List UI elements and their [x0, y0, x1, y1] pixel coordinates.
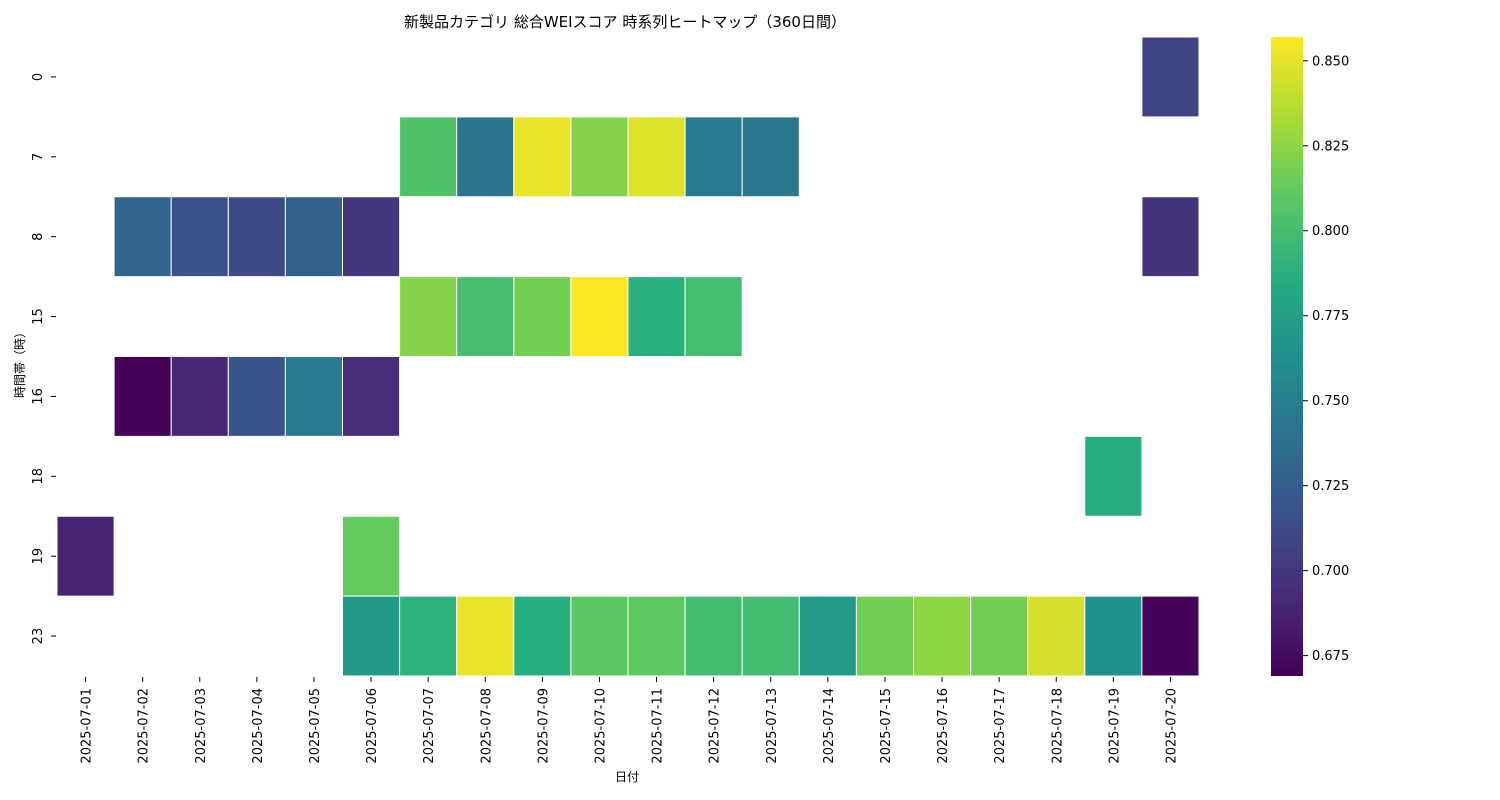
- heatmap-cell-23-2025-07-08: [456, 595, 515, 677]
- heatmap-cell-7-2025-07-10: [570, 116, 629, 198]
- x-axis-label: 日付: [615, 770, 639, 784]
- heatmap-cell-23-2025-07-12: [684, 595, 743, 677]
- x-tick-label-2025-07-13: 2025-07-13: [765, 688, 780, 764]
- heatmap-cell-23-2025-07-11: [627, 595, 686, 677]
- heatmap-cell-19-2025-07-06: [342, 515, 401, 597]
- colorbar-tick-label-0.825: 0.825: [1312, 139, 1349, 154]
- x-tick-label-2025-07-12: 2025-07-12: [708, 688, 723, 764]
- y-tick-label-0: 0: [31, 73, 46, 81]
- heatmap-cell-23-2025-07-20: [1141, 595, 1200, 677]
- y-tick-label-23: 23: [31, 628, 46, 645]
- heatmap-cell-8-2025-07-20: [1141, 196, 1200, 278]
- x-tick-label-2025-07-17: 2025-07-17: [993, 688, 1008, 764]
- heatmap-cell-23-2025-07-18: [1027, 595, 1086, 677]
- x-tick-label-2025-07-14: 2025-07-14: [822, 688, 837, 764]
- heatmap-cell-23-2025-07-15: [855, 595, 915, 677]
- x-axis-ticks: 2025-07-01 2025-07-02 2025-07-03 2025-07-04…: [80, 677, 1179, 764]
- heatmap-cell-18-2025-07-19: [1084, 435, 1143, 517]
- colorbar-tick-label-0.700: 0.700: [1312, 564, 1349, 579]
- heatmap-cell-15-2025-07-10: [570, 276, 629, 357]
- x-tick-label-2025-07-03: 2025-07-03: [194, 688, 209, 764]
- heatmap-cell-23-2025-07-09: [513, 595, 572, 677]
- colorbar-tick-label-0.675: 0.675: [1312, 649, 1349, 664]
- heatmap-cell-7-2025-07-11: [627, 116, 686, 198]
- heatmap-cell-8-2025-07-03: [170, 196, 229, 278]
- y-tick-label-15: 15: [31, 308, 46, 325]
- heatmap-cell-15-2025-07-11: [627, 276, 686, 357]
- x-tick-label-2025-07-10: 2025-07-10: [593, 688, 608, 764]
- x-tick-label-2025-07-11: 2025-07-11: [651, 688, 666, 764]
- x-tick-label-2025-07-05: 2025-07-05: [308, 688, 323, 764]
- y-tick-label-18: 18: [31, 468, 46, 485]
- x-tick-label-2025-07-09: 2025-07-09: [536, 688, 551, 764]
- x-tick-label-2025-07-18: 2025-07-18: [1050, 688, 1065, 764]
- heatmap-cell-7-2025-07-08: [456, 116, 515, 198]
- y-axis-label: 時間帯（時）: [13, 326, 27, 398]
- heatmap-cell-23-2025-07-17: [970, 595, 1029, 677]
- x-tick-label-2025-07-06: 2025-07-06: [365, 688, 380, 764]
- heatmap-cell-23-2025-07-19: [1084, 595, 1143, 677]
- y-tick-label-7: 7: [31, 153, 46, 161]
- x-tick-label-2025-07-04: 2025-07-04: [251, 688, 266, 764]
- heatmap-cell-23-2025-07-06: [342, 595, 401, 677]
- colorbar-tick-label-0.775: 0.775: [1312, 309, 1349, 324]
- y-tick-label-16: 16: [31, 388, 46, 405]
- heatmap-cell-16-2025-07-05: [284, 356, 343, 437]
- heatmap-cell-7-2025-07-12: [684, 116, 743, 198]
- heatmap-cell-23-2025-07-07: [399, 595, 458, 677]
- heatmap-cell-15-2025-07-08: [456, 276, 515, 357]
- x-tick-label-2025-07-07: 2025-07-07: [422, 688, 437, 764]
- y-tick-label-19: 19: [31, 548, 46, 565]
- x-tick-label-2025-07-19: 2025-07-19: [1107, 688, 1122, 764]
- heatmap-cell-16-2025-07-04: [227, 356, 286, 437]
- heatmap-cell-19-2025-07-01: [56, 515, 115, 597]
- heatmap-cell-8-2025-07-04: [227, 196, 286, 278]
- x-tick-label-2025-07-01: 2025-07-01: [80, 688, 95, 764]
- heatmap-cell-23-2025-07-16: [913, 595, 972, 677]
- colorbar-tick-label-0.750: 0.750: [1312, 394, 1349, 409]
- heatmap-cell-23-2025-07-13: [741, 595, 800, 677]
- colorbar-tick-label-0.800: 0.800: [1312, 224, 1349, 239]
- y-tick-label-8: 8: [31, 233, 46, 241]
- x-tick-label-2025-07-15: 2025-07-15: [879, 688, 894, 764]
- heatmap-cell-16-2025-07-02: [113, 356, 172, 437]
- heatmap-cell-7-2025-07-13: [741, 116, 800, 198]
- heatmap-cell-15-2025-07-07: [399, 276, 458, 357]
- x-tick-label-2025-07-16: 2025-07-16: [936, 688, 951, 764]
- heatmap-cells: [56, 36, 1200, 677]
- heatmap-cell-0-2025-07-20: [1141, 36, 1200, 118]
- colorbar-tick-label-0.850: 0.850: [1312, 54, 1349, 69]
- colorbar: [1271, 37, 1303, 676]
- colorbar-tick-label-0.725: 0.725: [1312, 479, 1349, 494]
- heatmap-cell-16-2025-07-03: [170, 356, 229, 437]
- heatmap-cell-16-2025-07-06: [342, 356, 401, 437]
- y-axis-ticks: 0 7 8 15 16 18 19 23: [31, 73, 56, 645]
- heatmap-cell-15-2025-07-12: [684, 276, 743, 357]
- colorbar-ticks: 0.675 0.700 0.725 0.750 0.775 0.800 0.825 0.850: [1303, 54, 1349, 664]
- heatmap-cell-8-2025-07-02: [113, 196, 172, 278]
- heatmap-cell-8-2025-07-05: [284, 196, 343, 278]
- heatmap-cell-7-2025-07-09: [513, 116, 572, 198]
- heatmap-cell-23-2025-07-14: [798, 595, 857, 677]
- heatmap-cell-7-2025-07-07: [399, 116, 458, 198]
- heatmap-cell-23-2025-07-10: [570, 595, 629, 677]
- heatmap-cell-8-2025-07-06: [342, 196, 401, 278]
- x-tick-label-2025-07-20: 2025-07-20: [1164, 688, 1179, 764]
- heatmap-cell-15-2025-07-09: [513, 276, 572, 357]
- chart-title: 新製品カテゴリ 総合WEIスコア 時系列ヒートマップ（360日間）: [404, 13, 846, 31]
- x-tick-label-2025-07-08: 2025-07-08: [479, 688, 494, 764]
- x-tick-label-2025-07-02: 2025-07-02: [137, 688, 152, 764]
